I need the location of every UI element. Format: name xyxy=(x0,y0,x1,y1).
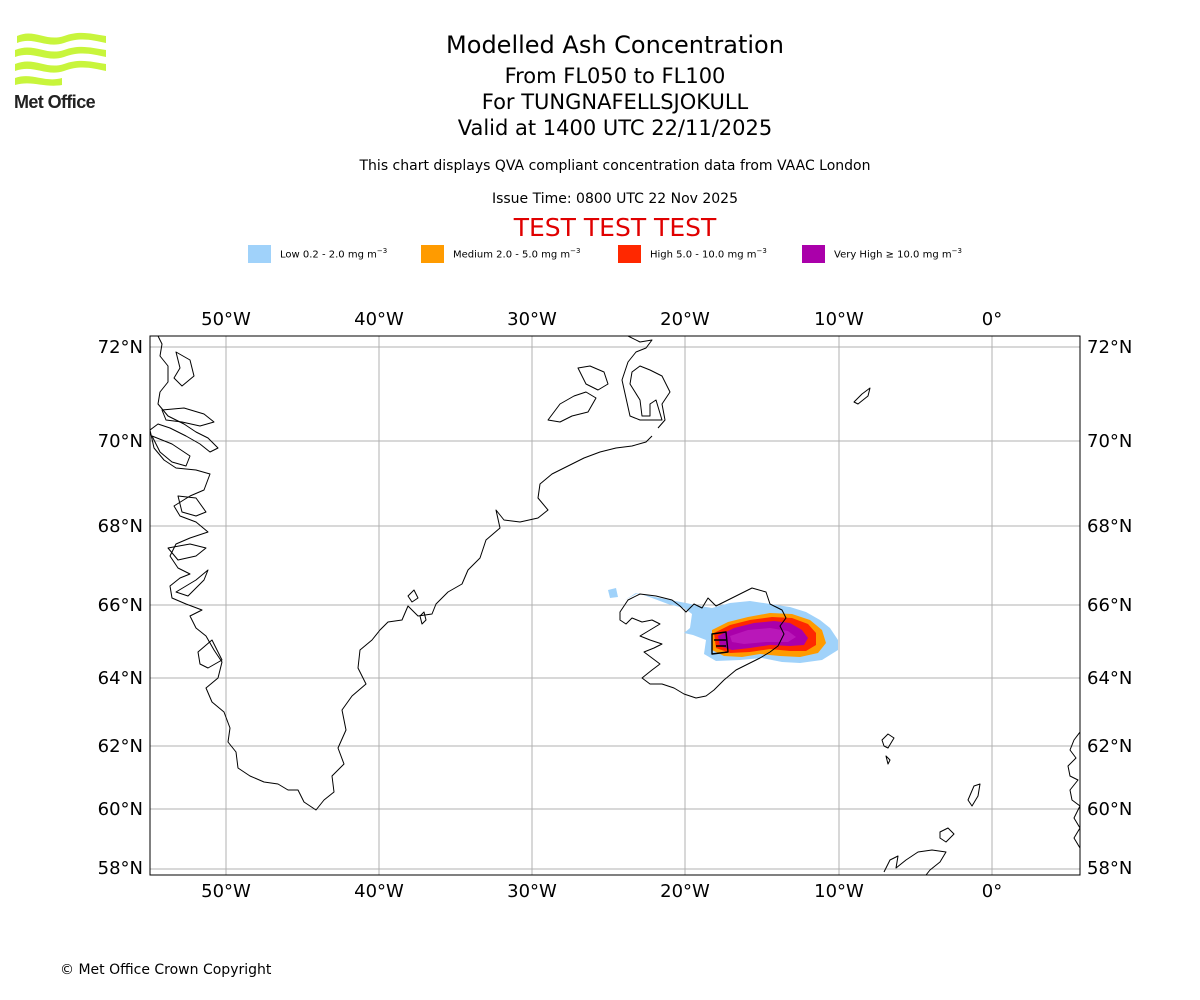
right-lat-label-66n: 66°N xyxy=(1087,595,1132,616)
top-lon-label-50w: 50°W xyxy=(201,309,251,330)
met-office-waves-icon xyxy=(15,32,106,86)
right-lat-label-72n: 72°N xyxy=(1087,337,1132,358)
ash-very-high-region xyxy=(718,621,808,650)
right-lat-label-68n: 68°N xyxy=(1087,516,1132,537)
right-lat-label-58n: 58°N xyxy=(1087,858,1132,879)
right-lat-label-64n: 64°N xyxy=(1087,668,1132,689)
bottom-lon-label-30w: 30°W xyxy=(507,881,557,902)
right-lat-label-70n: 70°N xyxy=(1087,431,1132,452)
greenland-fjord-5 xyxy=(167,543,207,561)
greenland-island-1 xyxy=(547,391,597,423)
left-lat-label-66n: 66°N xyxy=(98,595,143,616)
left-lat-label-60n: 60°N xyxy=(98,799,143,820)
top-lon-label-20w: 20°W xyxy=(660,309,710,330)
bottom-lon-label-40w: 40°W xyxy=(354,881,404,902)
legend-label-low: Low 0.2 - 2.0 mg m xyxy=(280,249,377,261)
greenland-fjord-3 xyxy=(151,435,191,467)
left-lat-label-64n: 64°N xyxy=(98,668,143,689)
bottom-lon-label-10w: 10°W xyxy=(814,881,864,902)
greenland-island-3 xyxy=(419,611,427,625)
iceland-coast xyxy=(619,587,787,699)
greenland-island-4 xyxy=(407,589,419,603)
faroe-islands xyxy=(881,733,895,765)
bottom-lon-label-50w: 50°W xyxy=(201,881,251,902)
met-office-logo xyxy=(14,30,109,88)
ash-plume xyxy=(608,588,838,663)
top-lon-label-30w: 30°W xyxy=(507,309,557,330)
met-office-logo-text: Met Office xyxy=(14,92,96,112)
legend-swatch-very-high xyxy=(802,245,825,263)
legend-label-high: High 5.0 - 10.0 mg m xyxy=(650,249,757,261)
legend-swatch-high xyxy=(618,245,641,263)
valid-time: Valid at 1400 UTC 22/11/2025 xyxy=(457,116,773,140)
left-lat-label-62n: 62°N xyxy=(98,736,143,757)
graticule xyxy=(150,336,1080,875)
shetland-islands xyxy=(967,783,981,807)
greenland-fjord-2 xyxy=(161,407,215,427)
legend-item-low: Low 0.2 - 2.0 mg m−3 xyxy=(248,244,387,264)
bottom-lon-label-0: 0° xyxy=(982,881,1002,902)
flight-level-range: From FL050 to FL100 xyxy=(504,64,726,88)
volcano-name: For TUNGNAFELLSJOKULL xyxy=(481,90,749,114)
left-lat-label-68n: 68°N xyxy=(98,516,143,537)
coastlines xyxy=(150,336,1080,875)
legend-label-very-high: Very High ≥ 10.0 mg m xyxy=(834,249,952,261)
jan-mayen xyxy=(853,387,871,405)
right-lat-label-62n: 62°N xyxy=(1087,736,1132,757)
volcano-source-marker xyxy=(711,631,729,655)
greenland-coast xyxy=(150,336,671,811)
greenland-fjord-1 xyxy=(173,351,195,387)
issue-time: Issue Time: 0800 UTC 22 Nov 2025 xyxy=(491,191,739,207)
legend-item-very-high: Very High ≥ 10.0 mg m−3 xyxy=(802,244,962,264)
map-frame xyxy=(149,335,1081,876)
top-lon-label-10w: 10°W xyxy=(814,309,864,330)
top-lon-label-40w: 40°W xyxy=(354,309,404,330)
greenland-fjord-7 xyxy=(197,639,223,669)
ash-very-high-core xyxy=(730,628,796,644)
greenland-fjord-6 xyxy=(175,569,209,597)
left-lat-label-70n: 70°N xyxy=(98,431,143,452)
right-lat-label-60n: 60°N xyxy=(1087,799,1132,820)
test-banner: TEST TEST TEST xyxy=(513,213,717,242)
legend-label-medium: Medium 2.0 - 5.0 mg m xyxy=(453,249,571,261)
bottom-lon-label-20w: 20°W xyxy=(660,881,710,902)
legend-item-high: High 5.0 - 10.0 mg m−3 xyxy=(618,244,767,264)
legend-swatch-medium xyxy=(421,245,444,263)
orkney-islands xyxy=(939,827,955,843)
chart-title: Modelled Ash Concentration xyxy=(446,31,784,59)
concentration-legend: Low 0.2 - 2.0 mg m−3 Medium 2.0 - 5.0 mg… xyxy=(0,244,1200,264)
greenland-fjord-4 xyxy=(177,495,207,517)
norway-coast xyxy=(1067,731,1080,849)
legend-item-medium: Medium 2.0 - 5.0 mg m−3 xyxy=(421,244,580,264)
legend-swatch-low xyxy=(248,245,271,263)
greenland-island-2 xyxy=(577,365,609,391)
left-lat-label-72n: 72°N xyxy=(98,337,143,358)
qva-note: This chart displays QVA compliant concen… xyxy=(359,158,871,174)
scotland-coast xyxy=(883,849,947,875)
copyright-notice: © Met Office Crown Copyright xyxy=(60,962,272,978)
left-lat-label-58n: 58°N xyxy=(98,858,143,879)
axis-labels: 50°W 40°W 30°W 20°W 10°W 0° 50°W 40°W 30… xyxy=(98,309,1133,902)
top-lon-label-0: 0° xyxy=(982,309,1002,330)
